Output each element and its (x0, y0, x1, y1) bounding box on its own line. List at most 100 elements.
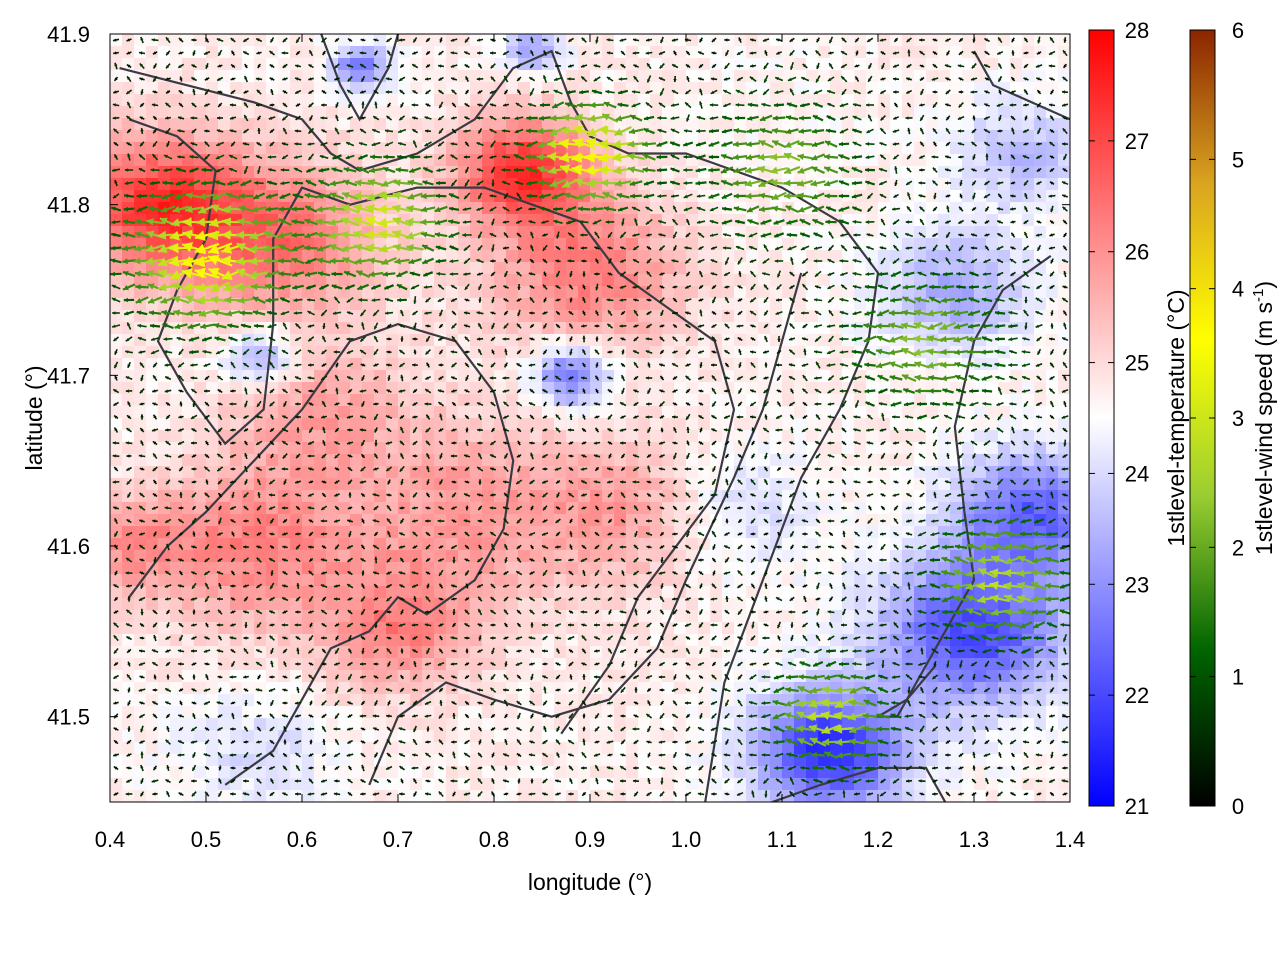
heatmap-cell (734, 382, 747, 395)
heatmap-cell (902, 586, 915, 599)
heatmap-cell (698, 358, 711, 371)
heatmap-cell (1022, 730, 1035, 743)
heatmap-cell (170, 118, 183, 131)
heatmap-cell (986, 694, 999, 707)
heatmap-cell (434, 154, 447, 167)
heatmap-cell (470, 166, 483, 179)
heatmap-cell (398, 670, 411, 683)
heatmap-cell (962, 202, 975, 215)
heatmap-cell (746, 58, 759, 71)
heatmap-cell (710, 166, 723, 179)
heatmap-cell (254, 118, 267, 131)
heatmap-cell (158, 178, 171, 191)
heatmap-cell (626, 574, 639, 587)
heatmap-cell (878, 466, 891, 479)
heatmap-cell (1034, 658, 1047, 671)
heatmap-cell (326, 310, 339, 323)
heatmap-cell (938, 178, 951, 191)
heatmap-cell (434, 586, 447, 599)
heatmap-cell (566, 598, 579, 611)
heatmap-cell (374, 370, 387, 383)
heatmap-cell (110, 442, 123, 455)
heatmap-cell (182, 106, 195, 119)
heatmap-cell (350, 538, 363, 551)
heatmap-cell (290, 766, 303, 779)
heatmap-cell (614, 586, 627, 599)
heatmap-cell (134, 442, 147, 455)
heatmap-cell (710, 214, 723, 227)
heatmap-cell (422, 418, 435, 431)
heatmap-cell (938, 154, 951, 167)
heatmap-cell (182, 754, 195, 767)
heatmap-cell (1046, 166, 1059, 179)
heatmap-cell (590, 322, 603, 335)
heatmap-cell (614, 514, 627, 527)
heatmap-cell (782, 358, 795, 371)
heatmap-cell (662, 370, 675, 383)
heatmap-cell (674, 322, 687, 335)
heatmap-cell (818, 82, 831, 95)
heatmap-cell (302, 70, 315, 83)
heatmap-cell (686, 538, 699, 551)
heatmap-cell (662, 418, 675, 431)
heatmap-cell (182, 430, 195, 443)
heatmap-cell (782, 274, 795, 287)
heatmap-cell (914, 142, 927, 155)
heatmap-cell (266, 166, 279, 179)
heatmap-cell (146, 574, 159, 587)
heatmap-cell (338, 118, 351, 131)
heatmap-cell (374, 118, 387, 131)
heatmap-cell (578, 478, 591, 491)
heatmap-cell (446, 730, 459, 743)
heatmap-cell (518, 646, 531, 659)
heatmap-cell (422, 538, 435, 551)
heatmap-cell (998, 166, 1011, 179)
heatmap-cell (506, 250, 519, 263)
heatmap-cell (602, 622, 615, 635)
heatmap-cell (506, 514, 519, 527)
heatmap-cell (566, 694, 579, 707)
heatmap-cell (482, 202, 495, 215)
heatmap-cell (206, 70, 219, 83)
heatmap-cell (842, 646, 855, 659)
heatmap-cell (662, 274, 675, 287)
heatmap-cell (170, 682, 183, 695)
heatmap-cell (398, 94, 411, 107)
heatmap-cell (134, 430, 147, 443)
heatmap-cell (1010, 382, 1023, 395)
heatmap-cell (506, 706, 519, 719)
heatmap-cell (710, 106, 723, 119)
heatmap-cell (446, 574, 459, 587)
heatmap-cell (566, 550, 579, 563)
heatmap-cell (1010, 130, 1023, 143)
heatmap-cell (506, 118, 519, 131)
heatmap-cell (710, 34, 723, 47)
heatmap-cell (782, 370, 795, 383)
heatmap-cell (194, 118, 207, 131)
heatmap-cell (554, 754, 567, 767)
heatmap-cell (650, 610, 663, 623)
heatmap-cell (710, 58, 723, 71)
heatmap-cell (962, 118, 975, 131)
heatmap-cell (1022, 754, 1035, 767)
heatmap-cell (566, 430, 579, 443)
heatmap-cell (674, 730, 687, 743)
heatmap-cell (962, 694, 975, 707)
heatmap-cell (254, 130, 267, 143)
heatmap-cell (446, 634, 459, 647)
heatmap-cell (254, 370, 267, 383)
heatmap-cell (278, 634, 291, 647)
heatmap-cell (1034, 478, 1047, 491)
heatmap-cell (866, 514, 879, 527)
heatmap-cell (290, 34, 303, 47)
heatmap-cell (194, 730, 207, 743)
heatmap-cell (410, 70, 423, 83)
heatmap-cell (770, 454, 783, 467)
heatmap-cell (122, 394, 135, 407)
heatmap-cell (758, 694, 771, 707)
heatmap-cell (398, 58, 411, 71)
heatmap-cell (458, 430, 471, 443)
heatmap-cell (974, 190, 987, 203)
heatmap-cell (1022, 202, 1035, 215)
heatmap-cell (398, 442, 411, 455)
